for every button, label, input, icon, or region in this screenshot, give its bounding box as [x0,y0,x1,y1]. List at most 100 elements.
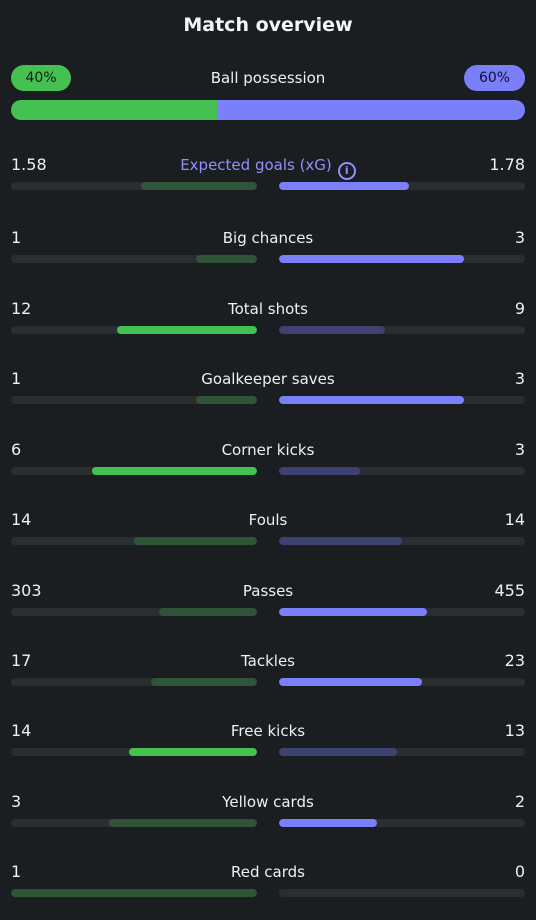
home-bar-fill [141,182,257,190]
stat-label: Passes [11,581,525,601]
home-bar-track [11,467,257,475]
stat-label: Red cards [11,862,525,882]
ball-possession-row: 40% Ball possession 60% [11,65,525,91]
home-bar-fill [195,255,257,263]
home-value: 17 [11,651,32,670]
away-bar-fill [279,396,464,404]
stat-row-fouls: 14 Fouls 14 [11,510,525,554]
away-bar-track [279,678,525,686]
stat-row-goalkeeper-saves: 1 Goalkeeper saves 3 [11,369,525,413]
home-bar-fill [151,678,257,686]
stat-row-corner-kicks: 6 Corner kicks 3 [11,440,525,484]
home-bar-track [11,326,257,334]
stat-label-text: Yellow cards [222,793,314,811]
away-bar-fill [279,467,361,475]
away-bar-track [279,748,525,756]
stat-label-text: Red cards [231,863,305,881]
home-bar-fill [195,396,257,404]
stat-label-text: Free kicks [230,722,306,740]
home-bar-fill [158,608,257,616]
home-bar-track [11,748,257,756]
stat-row-big-chances: 1 Big chances 3 [11,228,525,272]
ball-possession-bar [11,100,525,120]
stat-label: Total shots [11,299,525,319]
home-bar-track [11,182,257,190]
away-bar-fill [279,748,398,756]
away-value: 1.78 [489,155,525,174]
home-bar-track [11,678,257,686]
home-value: 1 [11,369,22,388]
home-bar-fill [11,889,257,897]
home-bar-track [11,819,257,827]
stat-label-text: Total shots [228,300,308,318]
stat-row-free-kicks: 14 Free kicks 13 [11,721,525,765]
stat-row-expected-goals-xg: 1.58 Expected goals (xG) i 1.78 [11,155,525,199]
home-value: 303 [11,581,42,600]
stat-label: Tackles [11,651,525,671]
home-value: 12 [11,299,32,318]
stat-row-total-shots: 12 Total shots 9 [11,299,525,343]
home-value: 1 [11,862,22,881]
away-bar-track [279,889,525,897]
away-value: 3 [514,228,525,247]
away-bar-fill [279,819,378,827]
home-value: 14 [11,721,32,740]
stat-label[interactable]: Expected goals (xG) i [11,155,525,180]
away-bar-track [279,608,525,616]
home-bar-fill [134,537,257,545]
away-value: 14 [504,510,525,529]
info-icon[interactable]: i [337,162,356,180]
stat-label-text: Fouls [248,511,288,529]
away-value: 3 [514,440,525,459]
stat-label: Big chances [11,228,525,248]
away-bar-fill [279,537,402,545]
home-value: 3 [11,792,22,811]
away-value: 0 [514,862,525,881]
away-bar-track [279,255,525,263]
stat-label: Fouls [11,510,525,530]
home-bar-fill [129,748,257,756]
home-bar-track [11,537,257,545]
away-bar-track [279,467,525,475]
stat-label-text: Goalkeeper saves [201,370,335,388]
away-bar-track [279,182,525,190]
away-bar-fill [279,255,464,263]
page-title: Match overview [183,14,353,36]
stat-label: Goalkeeper saves [11,369,525,389]
away-value: 2 [514,792,525,811]
stat-label-text: Tackles [240,652,296,670]
stat-row-tackles: 17 Tackles 23 [11,651,525,695]
away-value: 9 [514,299,525,318]
away-bar-fill [279,182,410,190]
away-bar-fill [279,608,427,616]
away-value: 455 [494,581,525,600]
home-bar-fill [116,326,257,334]
home-bar-track [11,255,257,263]
home-possession-badge: 40% [11,65,71,91]
ball-possession-label: Ball possession [210,69,326,87]
stat-label: Free kicks [11,721,525,741]
away-value: 3 [514,369,525,388]
stat-row-yellow-cards: 3 Yellow cards 2 [11,792,525,836]
away-value: 23 [504,651,525,670]
away-bar-track [279,326,525,334]
stat-row-red-cards: 1 Red cards 0 [11,862,525,906]
away-possession-badge: 60% [464,65,525,91]
stat-label: Corner kicks [11,440,525,460]
stat-label-text: Corner kicks [221,441,315,459]
away-bar-fill [279,678,422,686]
home-value: 1.58 [11,155,47,174]
home-possession-fill [11,100,217,120]
home-bar-track [11,608,257,616]
stat-label-text: Passes [242,582,294,600]
home-bar-track [11,889,257,897]
stat-label-text: Big chances [222,229,314,247]
away-value: 13 [504,721,525,740]
away-bar-track [279,819,525,827]
stat-row-passes: 303 Passes 455 [11,581,525,625]
away-bar-track [279,396,525,404]
away-possession-fill [216,100,525,120]
stat-label: Yellow cards [11,792,525,812]
home-value: 1 [11,228,22,247]
away-bar-track [279,537,525,545]
